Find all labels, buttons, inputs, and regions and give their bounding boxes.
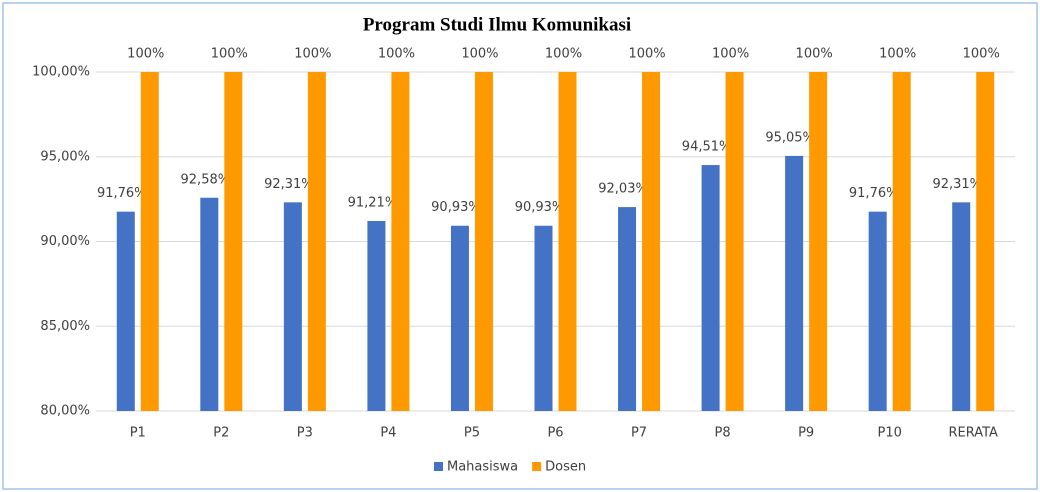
data-label: 91,21% bbox=[348, 195, 398, 210]
x-tick-label: P6 bbox=[547, 426, 563, 441]
x-tick-label: RERATA bbox=[948, 426, 998, 441]
bar bbox=[868, 211, 887, 411]
x-tick-label: P1 bbox=[130, 426, 146, 441]
data-label: 95,05% bbox=[765, 130, 815, 145]
data-label: 92,03% bbox=[598, 182, 648, 197]
data-label: 91,76% bbox=[849, 186, 899, 201]
bar bbox=[558, 72, 577, 411]
bar bbox=[200, 197, 219, 411]
bar bbox=[534, 225, 553, 411]
bar bbox=[450, 225, 469, 411]
data-label: 92,31% bbox=[264, 177, 314, 192]
bar bbox=[367, 220, 386, 411]
x-tick-label: P2 bbox=[213, 426, 229, 441]
data-label: 100% bbox=[461, 47, 498, 62]
legend-swatch bbox=[434, 462, 443, 471]
data-label: 100% bbox=[294, 47, 331, 62]
data-label: 100% bbox=[545, 47, 582, 62]
y-tick-label: 90,00% bbox=[40, 234, 90, 249]
bar bbox=[725, 72, 744, 411]
bar bbox=[474, 72, 493, 411]
chart-title: Program Studi Ilmu Komunikasi bbox=[363, 14, 631, 35]
bar bbox=[283, 202, 302, 411]
y-tick-label: 80,00% bbox=[40, 404, 90, 419]
bar bbox=[116, 211, 135, 411]
bar bbox=[976, 72, 995, 411]
data-label: 100% bbox=[628, 47, 665, 62]
bar bbox=[140, 72, 159, 411]
x-tick-label: P4 bbox=[380, 426, 396, 441]
bar bbox=[952, 202, 971, 411]
data-label: 92,31% bbox=[932, 177, 982, 192]
bar bbox=[307, 72, 326, 411]
x-tick-label: P10 bbox=[877, 426, 901, 441]
data-label: 100% bbox=[963, 47, 1000, 62]
data-label: 94,51% bbox=[682, 140, 732, 155]
bar bbox=[391, 72, 410, 411]
bar bbox=[701, 165, 720, 411]
data-label: 100% bbox=[127, 47, 164, 62]
y-tick-label: 85,00% bbox=[40, 319, 90, 334]
legend-label: Dosen bbox=[545, 460, 586, 475]
x-tick-label: P8 bbox=[715, 426, 731, 441]
bar bbox=[224, 72, 243, 411]
y-tick-label: 95,00% bbox=[40, 149, 90, 164]
data-label: 100% bbox=[712, 47, 749, 62]
bar bbox=[785, 155, 804, 411]
x-tick-label: P9 bbox=[798, 426, 814, 441]
y-tick-label: 100,00% bbox=[32, 65, 90, 80]
x-tick-label: P5 bbox=[464, 426, 480, 441]
data-label: 100% bbox=[879, 47, 916, 62]
data-label: 90,93% bbox=[515, 200, 565, 215]
data-label: 100% bbox=[796, 47, 833, 62]
bar bbox=[892, 72, 911, 411]
x-tick-label: P3 bbox=[297, 426, 313, 441]
data-label: 90,93% bbox=[431, 200, 481, 215]
bar bbox=[618, 207, 637, 411]
x-tick-label: P7 bbox=[631, 426, 647, 441]
legend-label: Mahasiswa bbox=[447, 460, 518, 475]
data-label: 100% bbox=[378, 47, 415, 62]
data-label: 92,58% bbox=[181, 172, 231, 187]
bar bbox=[642, 72, 661, 411]
bar bbox=[809, 72, 828, 411]
data-label: 91,76% bbox=[97, 186, 147, 201]
legend-swatch bbox=[532, 462, 542, 471]
data-label: 100% bbox=[211, 47, 248, 62]
